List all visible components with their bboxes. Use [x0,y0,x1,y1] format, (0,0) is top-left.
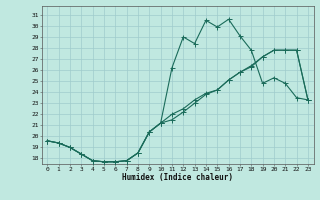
X-axis label: Humidex (Indice chaleur): Humidex (Indice chaleur) [122,173,233,182]
